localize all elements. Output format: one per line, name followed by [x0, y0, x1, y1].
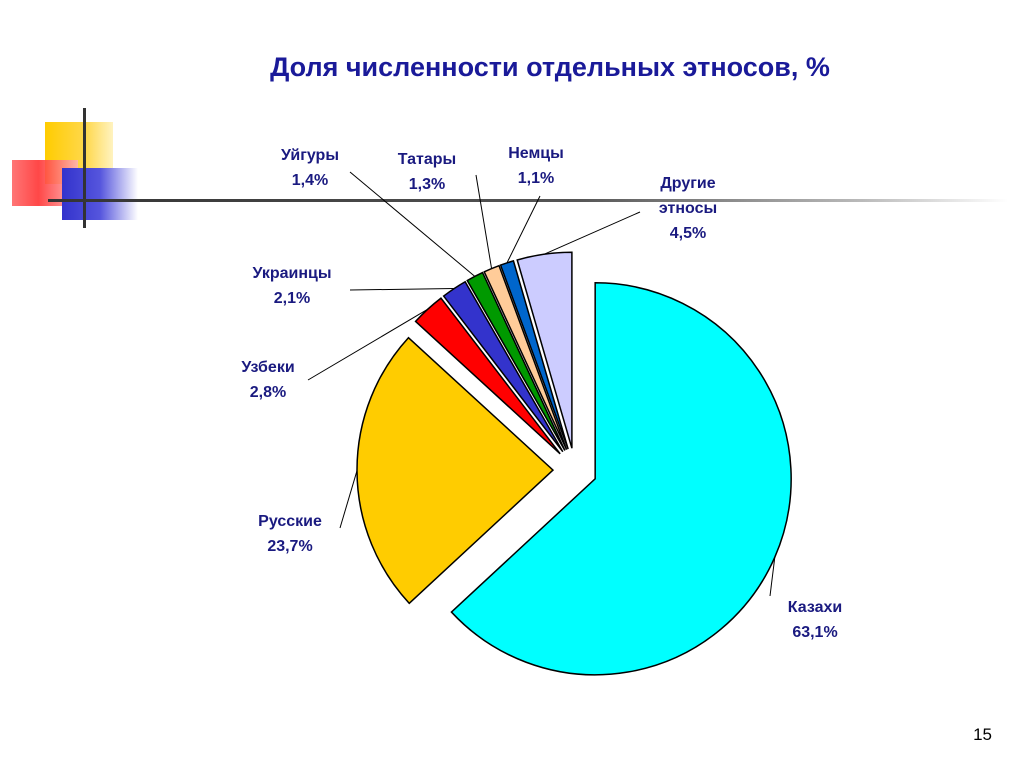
pie-slice-2	[356, 336, 555, 605]
slice-label-2: Русские 23,7%	[258, 513, 322, 555]
pie-slice-6	[483, 264, 568, 450]
leader-line-6	[475, 174, 493, 269]
leader-line-3	[307, 308, 429, 381]
chart-title: Доля численности отдельных этносов, %	[270, 52, 830, 82]
slice-label-6: Татары 1,3%	[398, 151, 456, 193]
slice-label-1: Казахи 63,1%	[788, 599, 842, 641]
slice-label-8: Другие этносы 4,5%	[659, 175, 717, 242]
slice-label-5: Уйгуры 1,4%	[281, 147, 339, 189]
slice-label-4: Украинцы 2,1%	[252, 265, 331, 307]
slide-number: 15	[973, 725, 992, 744]
leader-line-1	[769, 557, 776, 597]
slice-label-3: Узбеки 2,8%	[241, 359, 294, 401]
leader-line-7	[506, 195, 541, 264]
leader-line-8	[544, 211, 641, 255]
decor-blue-square	[62, 168, 138, 220]
decor-horizontal-line	[48, 199, 1008, 202]
pie-slice-8	[516, 251, 573, 449]
pie-slice-4	[442, 280, 564, 453]
decor-vertical-line	[83, 108, 86, 228]
pie-slice-1	[450, 282, 792, 676]
leader-line-5	[349, 171, 476, 277]
leader-line-4	[349, 288, 455, 291]
leader-line-2	[339, 470, 358, 529]
slice-label-7: Немцы 1,1%	[508, 145, 564, 187]
